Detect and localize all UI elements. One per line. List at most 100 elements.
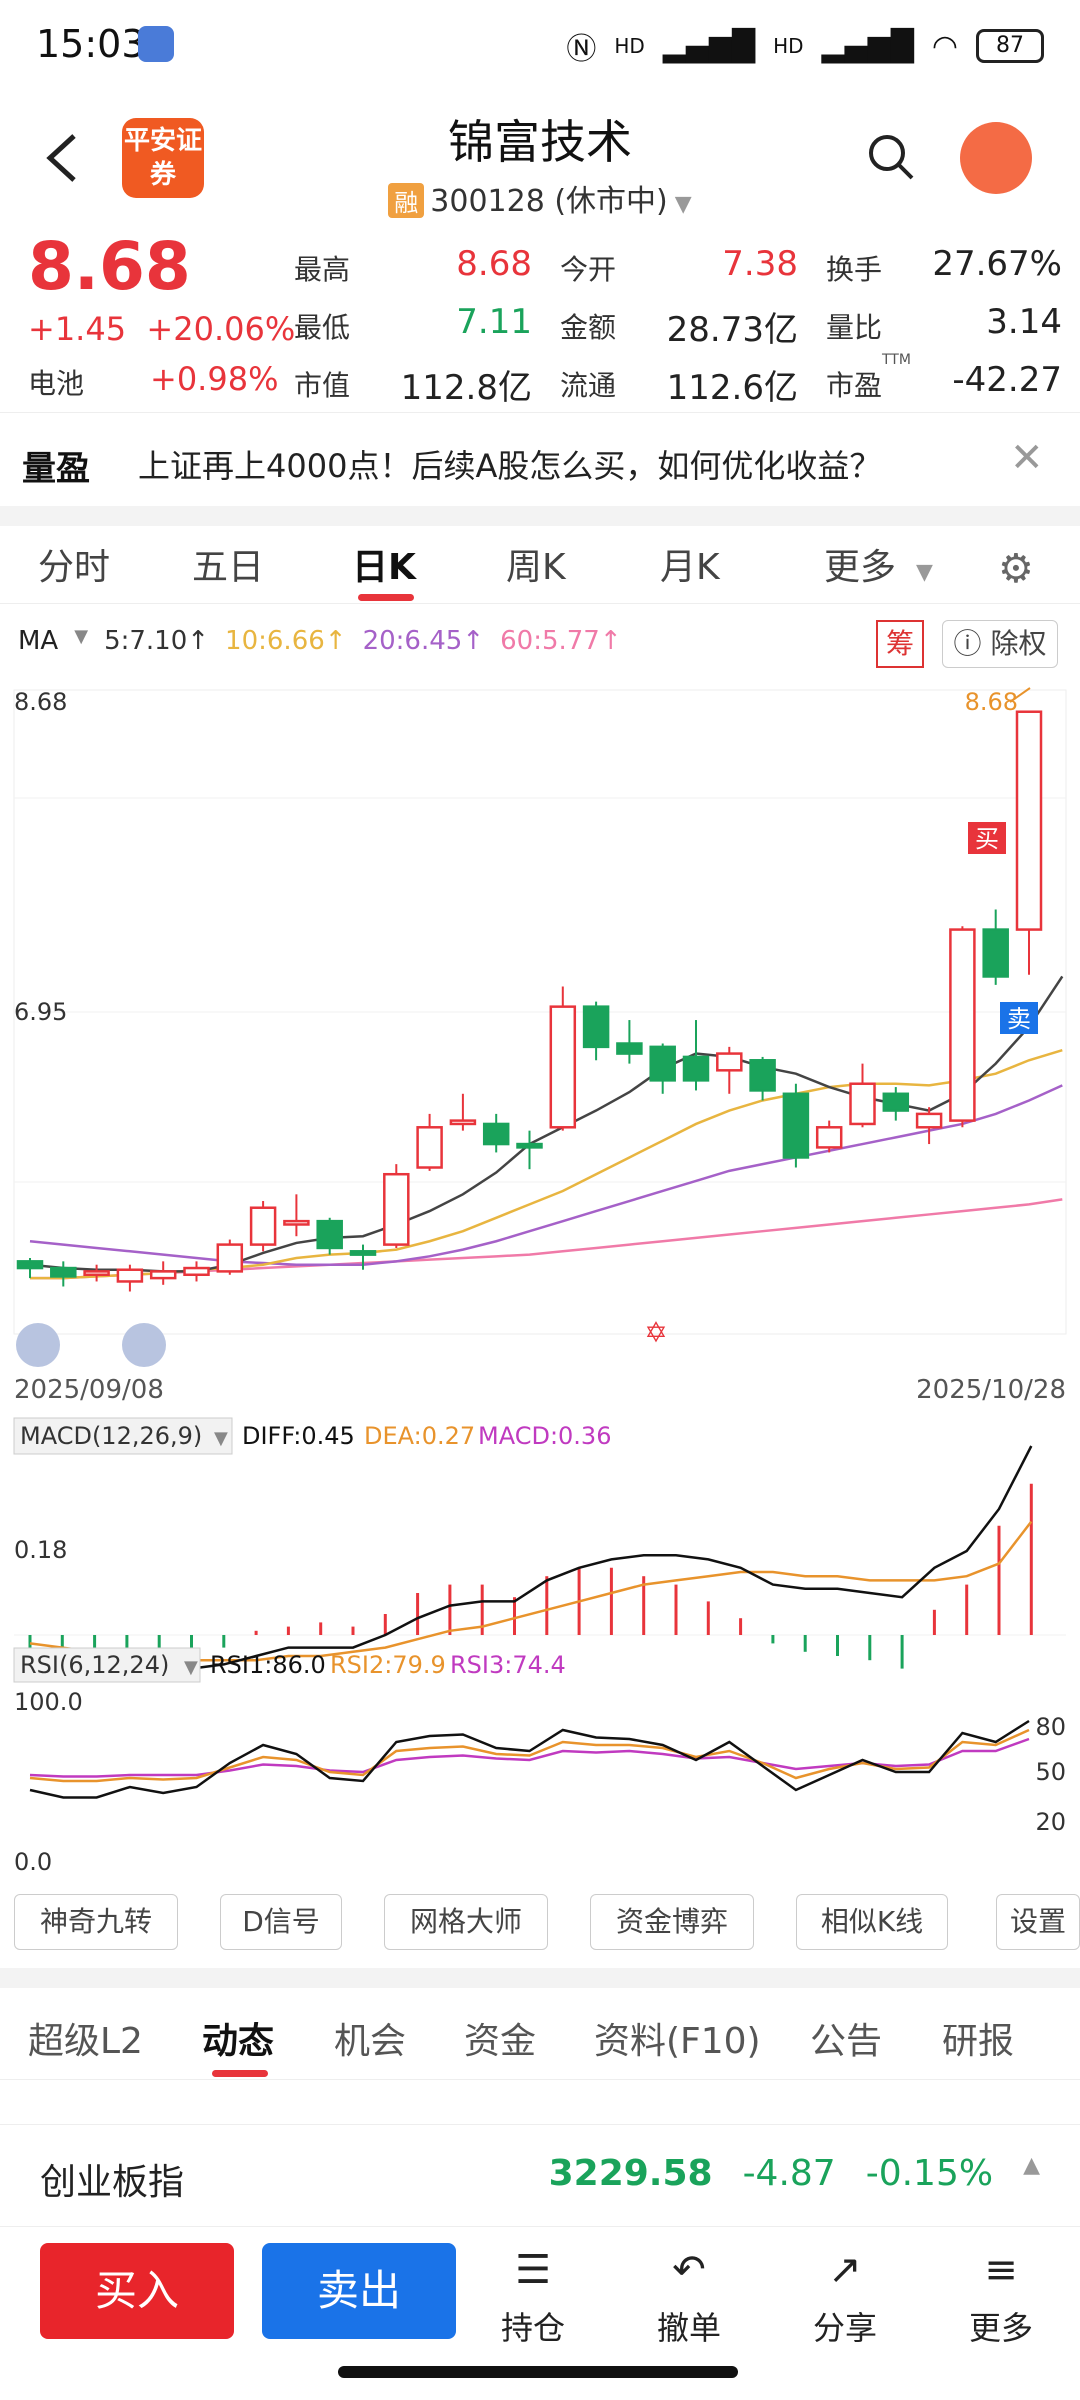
tab-research[interactable]: 研报 — [942, 2021, 1015, 2062]
candle-body — [516, 1142, 543, 1149]
signal-label-2: HD — [773, 34, 804, 58]
tab-more[interactable]: 更多 ▼ — [824, 538, 933, 590]
macd-value: MACD:0.36 — [478, 1422, 611, 1450]
tab-daily-k[interactable]: 日K — [352, 547, 416, 588]
candle-body — [16, 1260, 44, 1270]
quote-label: 最低 — [294, 311, 351, 344]
tool-similar-k[interactable]: 相似K线 — [796, 1894, 948, 1950]
candle-body — [949, 928, 976, 1122]
candle-body — [116, 1268, 144, 1283]
tab-funds[interactable]: 资金 — [464, 2021, 537, 2062]
cancel-order-button[interactable]: ↶ 撤单 — [634, 2247, 744, 2349]
tool-settings[interactable]: 设置 — [996, 1894, 1080, 1950]
dropdown-icon: ▼ — [667, 192, 692, 217]
sell-button[interactable]: 卖出 — [262, 2243, 456, 2339]
banner-text[interactable]: 上证再上4000点！后续A股怎么买，如何优化收益？ — [138, 447, 882, 485]
tool-d-signal[interactable]: D信号 — [220, 1894, 342, 1950]
stock-code: 300128 (休市中) — [430, 184, 668, 219]
battery-icon: 87 — [976, 29, 1044, 63]
current-price: 8.68 — [28, 228, 191, 305]
avatar[interactable] — [960, 122, 1032, 194]
rsi2-line — [29, 1728, 1030, 1783]
event-icon: ✡ — [644, 1316, 667, 1349]
candle-body — [782, 1092, 810, 1159]
nfc-icon: Ⓝ — [566, 32, 597, 67]
tab-monthly-k[interactable]: 月K — [660, 547, 720, 588]
macd-y-label: 0.18 — [14, 1536, 67, 1564]
tab-opportunity[interactable]: 机会 — [334, 2021, 407, 2062]
rsi-right-50: 50 — [1035, 1758, 1066, 1786]
candle-body — [183, 1266, 210, 1277]
buy-button[interactable]: 买入 — [40, 2243, 234, 2339]
signal-icon-2: ▂▄▆█ — [821, 28, 914, 64]
candle-body — [83, 1270, 110, 1277]
tab-news[interactable]: 动态 — [202, 2021, 275, 2062]
gear-icon[interactable]: ⚙ — [998, 546, 1034, 592]
divider — [0, 1968, 1080, 1988]
ex-rights-button[interactable]: ⓘ 除权 — [942, 620, 1058, 668]
quote-value: 112.6亿 — [666, 368, 798, 408]
ex-rights-label: 除权 — [990, 627, 1047, 660]
quote-label: 金额 — [560, 311, 617, 344]
candle-body — [649, 1045, 676, 1082]
more-button[interactable]: ≡ 更多 — [946, 2247, 1056, 2349]
quote-label: 量比 — [826, 311, 883, 344]
tab-five-day[interactable]: 五日 — [192, 547, 265, 588]
candle-body — [549, 1005, 577, 1129]
broker-logo[interactable]: 平安证券 — [122, 118, 204, 198]
share-button[interactable]: ↗ 分享 — [790, 2247, 900, 2349]
candle-body — [716, 1052, 743, 1072]
tab-announcement[interactable]: 公告 — [810, 2021, 883, 2062]
ma-legend[interactable]: MA ▼ 5:7.10↑ 10:6.66↑ 20:6.45↑ 60:5.77↑ — [18, 626, 622, 656]
quote-value: 27.67% — [932, 244, 1062, 284]
candle-body — [383, 1172, 410, 1246]
ma20-value: 20:6.45↑ — [362, 626, 485, 656]
dropdown-icon: ▼ — [214, 1428, 228, 1449]
share-icon: ↗ — [828, 2247, 862, 2293]
stock-charts[interactable]: 8.68 6.95 8.68 买卖 ✡ 2025/09/08 2025/10/28 MACD(… — [0, 680, 1080, 1880]
candle-body — [682, 1055, 710, 1082]
rsi-selector — [13, 1647, 201, 1683]
y-label-mid: 6.95 — [14, 998, 67, 1026]
close-icon[interactable]: ✕ — [1010, 435, 1044, 481]
notification-icon — [138, 26, 174, 62]
candle-body — [249, 1206, 277, 1246]
rsi1-line — [29, 1719, 1030, 1799]
tool-fund-game[interactable]: 资金博弈 — [590, 1894, 754, 1950]
ma20-line — [29, 1084, 1063, 1266]
rsi-y-top: 100.0 — [14, 1688, 83, 1716]
buy-marker-label: 买 — [975, 825, 999, 853]
banner-tag: 量盈 — [22, 449, 90, 489]
back-arrow-icon[interactable] — [40, 128, 84, 188]
index-ticker[interactable]: 创业板指 3229.58 -4.87 -0.15% ▲ — [0, 2124, 1080, 2224]
news-banner[interactable]: 量盈 上证再上4000点！后续A股怎么买，如何优化收益？ ✕ — [0, 412, 1080, 504]
tool-nine-turn[interactable]: 神奇九转 — [14, 1894, 178, 1950]
trade-bar: 买入 卖出 ☰ 持仓 ↶ 撤单 ↗ 分享 ≡ 更多 — [0, 2226, 1080, 2400]
tab-f10[interactable]: 资料(F10) — [594, 2021, 761, 2062]
tab-intraday[interactable]: 分时 — [38, 547, 111, 588]
tab-weekly-k[interactable]: 周K — [506, 547, 566, 588]
quote-value: -42.27 — [952, 360, 1062, 400]
caret-up-icon: ▲ — [1023, 2153, 1040, 2178]
positions-button[interactable]: ☰ 持仓 — [478, 2247, 588, 2349]
ma60-value: 60:5.77↑ — [500, 626, 622, 656]
buy-marker — [968, 822, 1006, 854]
change-value: +1.45 — [28, 310, 127, 348]
last-close-pointer — [1009, 687, 1031, 703]
tab-super-l2[interactable]: 超级L2 — [28, 2021, 143, 2062]
search-icon[interactable] — [866, 132, 916, 182]
index-name: 创业板指 — [40, 2162, 185, 2203]
candle-body — [50, 1266, 77, 1278]
quote-label: 市盈 — [826, 369, 883, 402]
rsi-right-20: 20 — [1035, 1808, 1066, 1836]
ma10-line — [30, 1049, 1063, 1280]
quote-value: 3.14 — [986, 302, 1062, 342]
candle-body — [449, 1119, 477, 1126]
index-change: -4.87 — [742, 2153, 836, 2194]
chip-button[interactable]: 筹 — [876, 620, 924, 668]
quote-value: 8.68 — [456, 244, 532, 284]
tool-grid-master[interactable]: 网格大师 — [384, 1894, 548, 1950]
stock-code-row[interactable]: 融 300128 (休市中) ▼ — [0, 176, 1080, 220]
quote-label: 换手 — [826, 253, 883, 286]
dropdown-icon: ▼ — [916, 560, 933, 585]
